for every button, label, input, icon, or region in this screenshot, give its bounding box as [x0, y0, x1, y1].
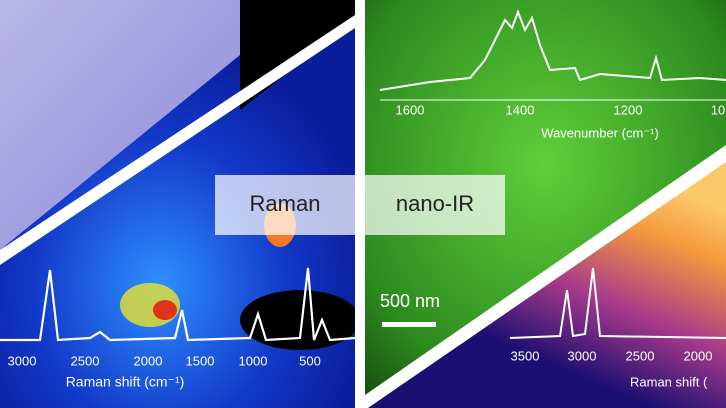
tick-label: 2500	[71, 353, 100, 368]
left-panel	[0, 0, 355, 408]
right-panel	[365, 0, 726, 408]
tick-label: 3000	[8, 353, 37, 368]
tick-label: 500	[299, 353, 321, 368]
tick-label: 1400	[506, 102, 535, 117]
tick-label: 2000	[134, 353, 163, 368]
tick-label: 2000	[684, 348, 713, 363]
tick-label: 10	[711, 102, 725, 117]
tick-label: 2500	[626, 348, 655, 363]
scale-bar-label: 500 nm	[380, 291, 440, 311]
tick-label: 1200	[614, 102, 643, 117]
tick-label: 1600	[396, 102, 425, 117]
tick-labels: 3000 2500 2000 1500 1000 500 1600 1400 1200 10 350…	[8, 102, 726, 368]
axis-title: Wavenumber (cm⁻¹)	[541, 125, 659, 140]
tick-label: 3000	[568, 348, 597, 363]
tick-label: 1000	[239, 353, 268, 368]
axis-title: Raman shift (cm⁻¹)	[66, 374, 185, 390]
panel-label: nano-IR	[396, 191, 474, 216]
tick-label: 1500	[186, 353, 215, 368]
tick-label: 3500	[511, 348, 540, 363]
axis-title: Raman shift (	[630, 374, 708, 389]
panel-label: Raman	[250, 191, 321, 216]
